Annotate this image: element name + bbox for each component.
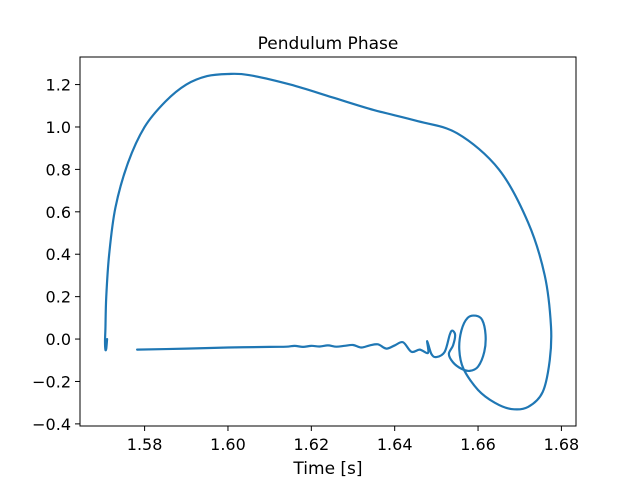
x-tick-label: 1.62 — [294, 435, 330, 454]
x-axis-label: Time [s] — [292, 459, 362, 478]
x-tick-label: 1.58 — [127, 435, 163, 454]
y-tick-label: −0.4 — [32, 415, 71, 434]
y-tick-label: 1.2 — [46, 76, 71, 95]
y-tick-label: 0.2 — [46, 288, 71, 307]
series-line — [103, 72, 553, 411]
y-tick-label: 1.0 — [46, 118, 71, 137]
x-tick-label: 1.66 — [460, 435, 496, 454]
y-tick-label: 0.0 — [46, 330, 71, 349]
axes-frame — [79, 56, 577, 427]
x-tick-label: 1.64 — [377, 435, 413, 454]
y-tick-label: 0.6 — [46, 203, 71, 222]
plot-area — [103, 72, 553, 411]
chart-title: Pendulum Phase — [258, 34, 399, 54]
x-tick-label: 1.60 — [210, 435, 246, 454]
y-tick-label: 0.4 — [46, 245, 71, 264]
x-tick-label: 1.68 — [544, 435, 580, 454]
x-axis: 1.58 1.60 1.62 1.64 1.66 1.68 — [127, 426, 579, 454]
y-tick-label: −0.2 — [32, 372, 71, 391]
y-tick-label: 0.8 — [46, 160, 71, 179]
y-axis: −0.4 −0.2 0.0 0.2 0.4 0.6 0.8 1.0 1.2 — [32, 76, 80, 434]
